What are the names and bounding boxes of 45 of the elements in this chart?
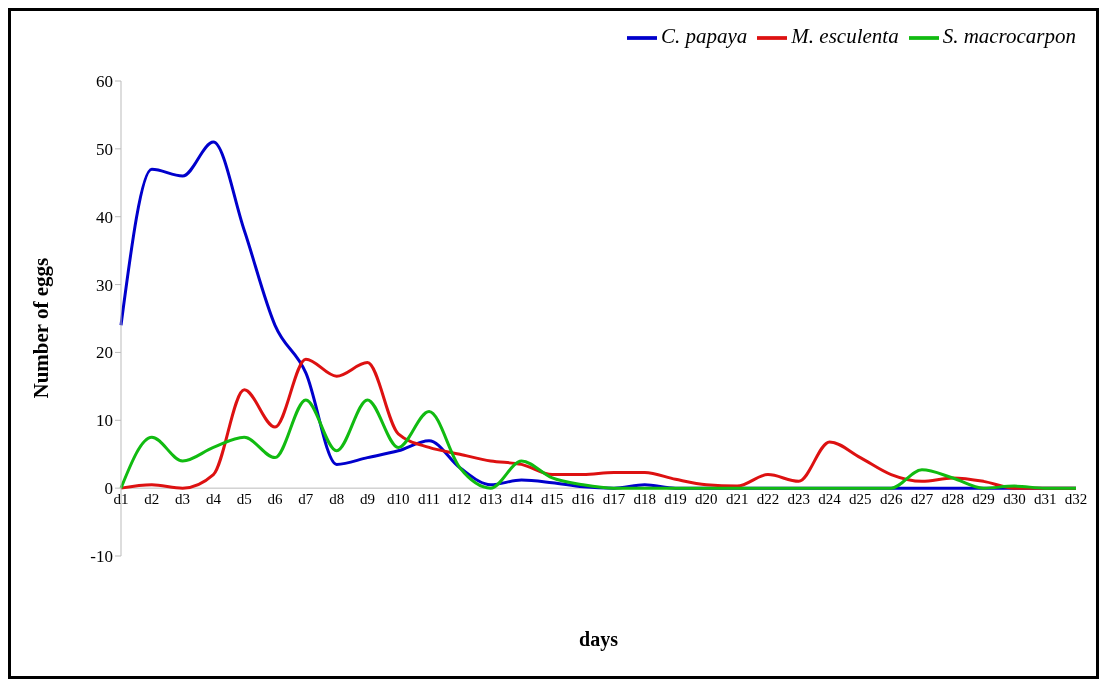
x-tick-label: d22 xyxy=(756,490,780,507)
y-tick-label: 10 xyxy=(96,411,113,431)
x-tick-label: d11 xyxy=(418,490,441,507)
legend-label: C. papaya xyxy=(661,23,748,48)
y-tick-label: 60 xyxy=(96,72,113,92)
x-tick-label: d7 xyxy=(298,490,314,507)
legend-label: M. esculenta xyxy=(791,23,899,48)
x-tick-label: d10 xyxy=(387,490,410,507)
x-tick-label: d30 xyxy=(1003,490,1026,507)
x-tick-label: d4 xyxy=(205,490,222,507)
x-tick-label: d15 xyxy=(541,490,564,507)
x-tick-label: d29 xyxy=(972,490,995,507)
x-tick-label: d27 xyxy=(910,490,934,507)
x-tick-label: d3 xyxy=(175,490,191,507)
y-tick-label: 20 xyxy=(96,343,113,363)
x-tick-label: d21 xyxy=(725,490,749,507)
y-tick-label: 0 xyxy=(104,479,113,499)
x-tick-label: d20 xyxy=(695,490,718,507)
x-tick-label: d13 xyxy=(479,490,502,507)
y-tick-label: -10 xyxy=(90,547,113,567)
x-tick-label: d14 xyxy=(510,490,534,507)
x-axis-title: days xyxy=(579,628,619,651)
x-tick-label: d12 xyxy=(448,490,472,507)
x-tick-label: d1 xyxy=(113,490,129,507)
y-tick-label: 30 xyxy=(96,275,113,295)
y-tick-label: 50 xyxy=(96,139,113,159)
y-tick-label: 40 xyxy=(96,207,113,227)
x-tick-label: d24 xyxy=(818,490,842,507)
x-tick-label: d5 xyxy=(236,490,252,507)
x-tick-label: d32 xyxy=(1064,490,1088,507)
x-tick-label: d9 xyxy=(359,490,375,507)
x-tick-label: d18 xyxy=(633,490,656,507)
x-tick-label: d8 xyxy=(329,490,345,507)
x-tick-label: d31 xyxy=(1033,490,1057,507)
x-tick-label: d6 xyxy=(267,490,284,507)
x-tick-label: d19 xyxy=(664,490,687,507)
x-tick-label: d26 xyxy=(879,490,903,507)
y-axis-title: Number of eggs xyxy=(29,257,54,399)
x-tick-label: d17 xyxy=(602,490,626,507)
legend-label: S. macrocarpon xyxy=(942,23,1076,48)
x-tick-label: d16 xyxy=(571,490,595,507)
x-tick-label: d23 xyxy=(787,490,810,507)
x-tick-label: d2 xyxy=(144,490,160,507)
x-tick-label: d25 xyxy=(849,490,872,507)
x-tick-label: d28 xyxy=(941,490,965,507)
